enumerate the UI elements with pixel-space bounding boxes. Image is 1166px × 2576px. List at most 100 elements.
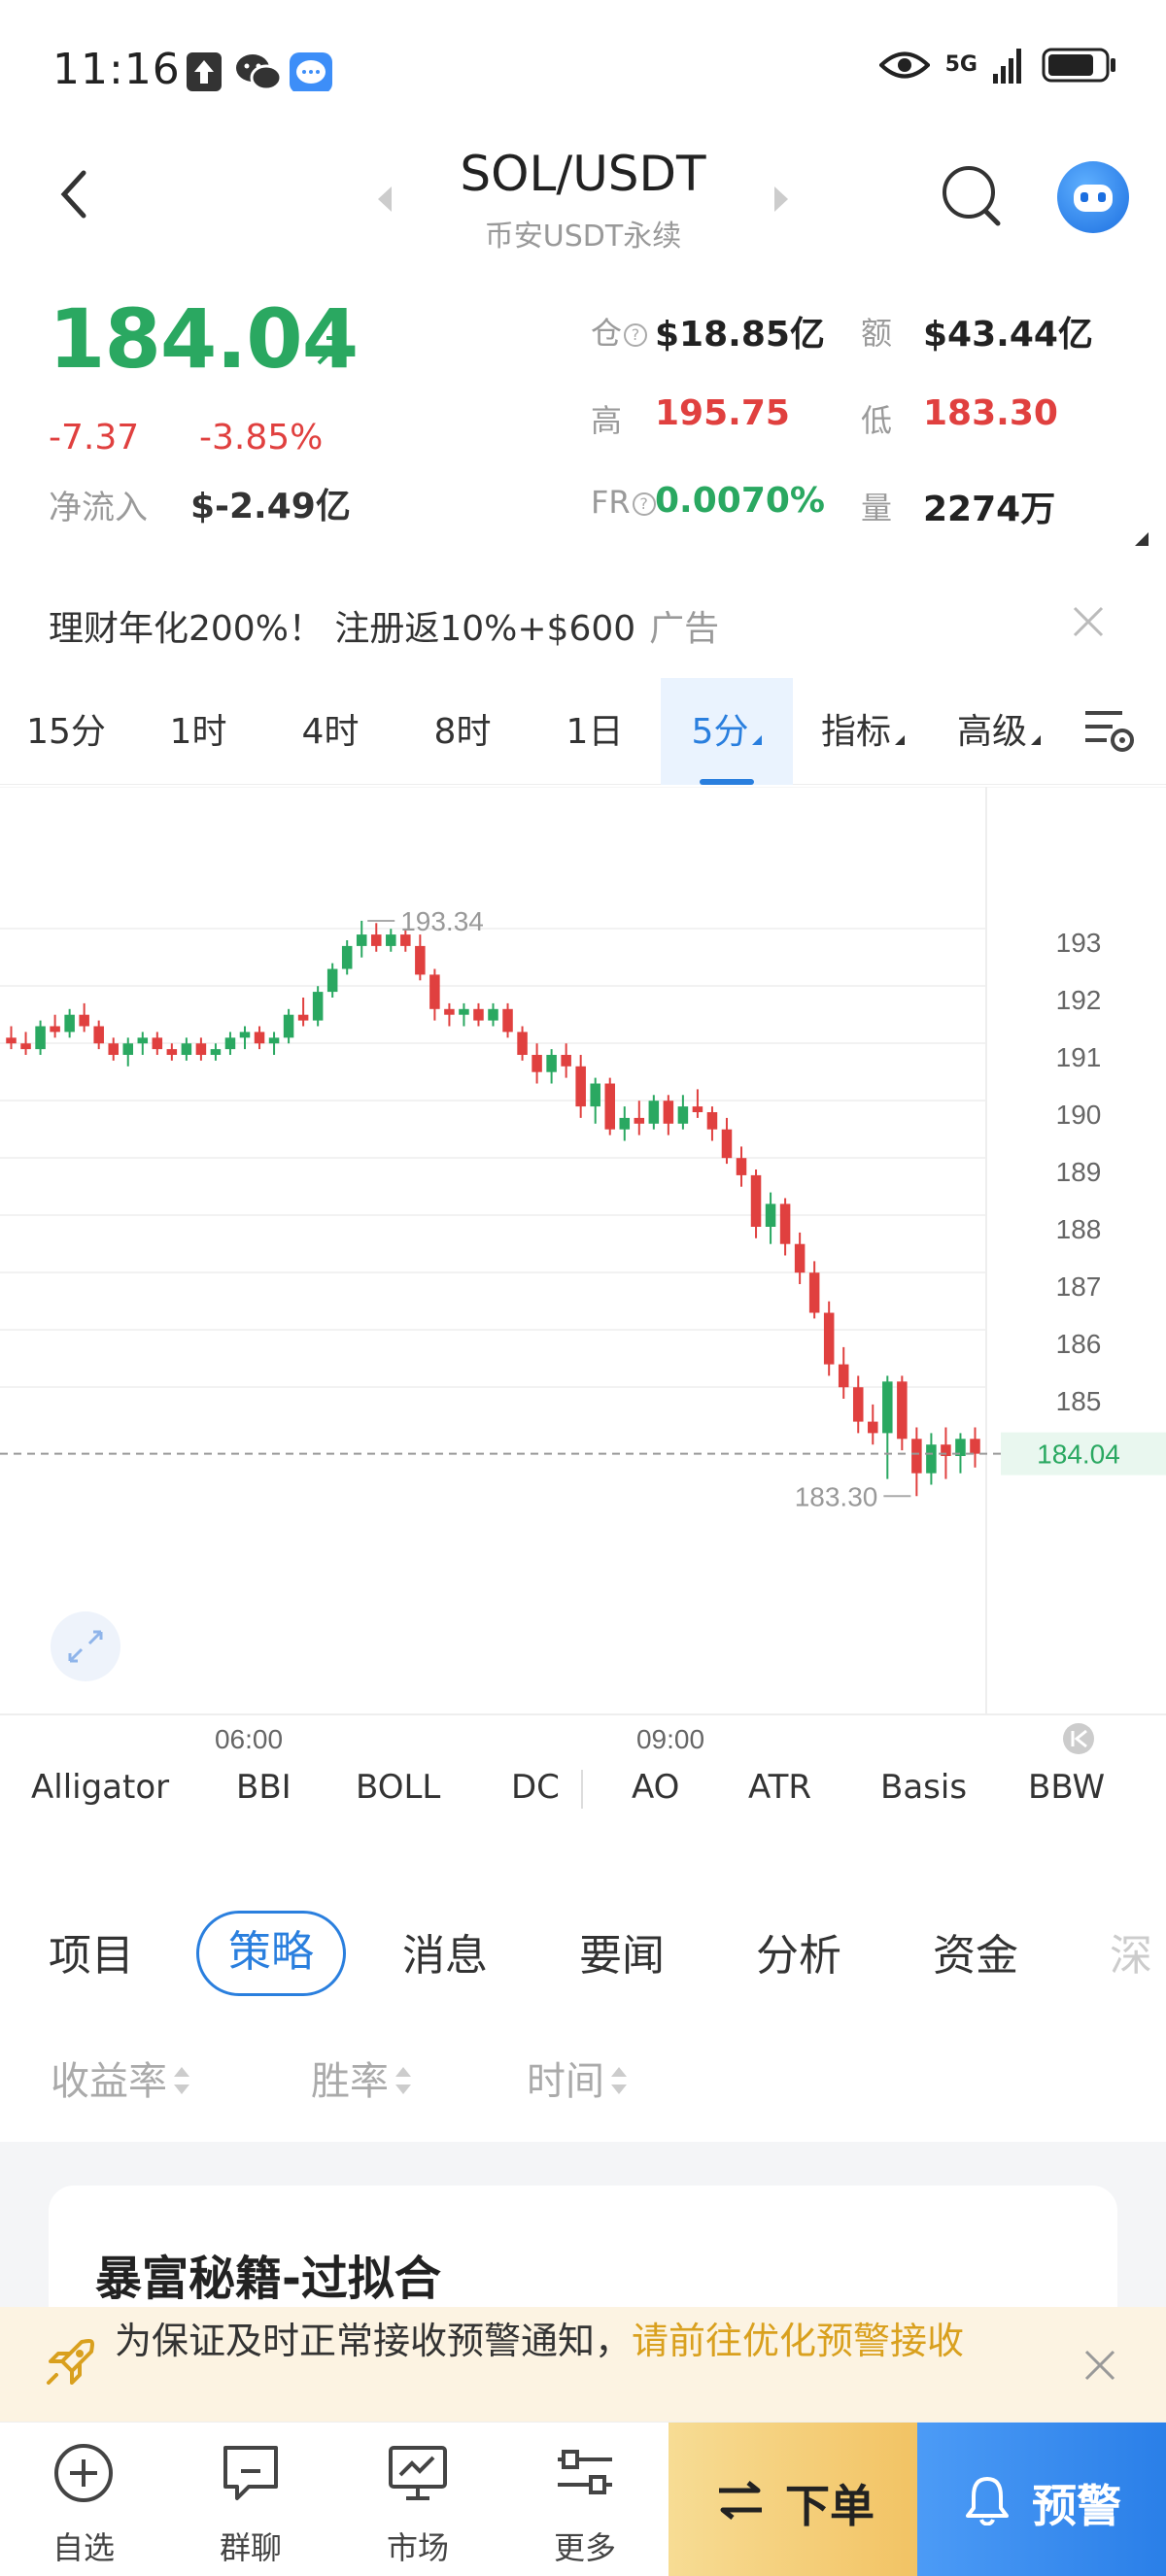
indicator-alligator[interactable]: Alligator [31,1768,170,1807]
candle-body [575,1066,586,1107]
candle-body [254,1032,265,1044]
next-pair-icon[interactable] [772,185,792,214]
tf-1h[interactable]: 1时 [169,712,227,752]
volume-label: 量 [861,490,893,526]
tf-15m[interactable]: 15分 [26,712,106,752]
candle-body [794,1243,806,1273]
sort-winrate-label: 胜率 [311,2059,389,2104]
volume-value: 2274万 [923,490,1056,529]
indicator-bbw[interactable]: BBW [1028,1768,1106,1807]
place-order-button[interactable]: 下单 [669,2423,917,2576]
low-label: 低 [861,402,893,439]
open-interest-value: $18.85亿 [655,315,825,355]
last-price: 184.04 [49,291,359,387]
chart-grid [0,787,1166,1715]
add-circle-icon [54,2444,113,2502]
y-tick-label: 185 [1056,1386,1102,1416]
more-settings-icon [558,2450,612,2494]
tab-project[interactable]: 项目 [49,1931,134,1981]
nav-chat[interactable]: 群聊 [167,2423,334,2576]
close-icon[interactable] [1069,602,1108,641]
net-inflow-value: $-2.49亿 [190,487,351,526]
candle-body [137,1037,149,1044]
search-icon[interactable] [940,163,1006,229]
y-tick-label: 190 [1056,1100,1102,1130]
candle-body [64,1014,75,1033]
signal-icon [993,49,1021,84]
chart-settings-icon[interactable] [1083,707,1138,756]
candle-body [239,1032,251,1038]
funding-rate-label[interactable]: FR? [591,484,656,521]
alert-notice[interactable]: 为保证及时正常接收预警通知，请前往优化预警接收 [0,2307,1166,2422]
notice-link[interactable]: 请前往优化预警接收 [632,2320,965,2362]
chat-icon [223,2446,278,2500]
close-icon[interactable] [1080,2346,1119,2385]
indicators-button[interactable]: 指标 [797,678,929,785]
low-marker-label: 183.30 [795,1481,878,1511]
wechat-icon [236,54,282,91]
y-tick-label: 189 [1056,1157,1102,1187]
market-chart-icon [389,2446,447,2500]
tab-news[interactable]: 要闻 [579,1931,665,1981]
candle-body [911,1439,922,1474]
candle-body [502,1008,513,1033]
indicator-bbi[interactable]: BBI [236,1768,292,1807]
tab-analysis[interactable]: 分析 [756,1931,841,1981]
tab-funds[interactable]: 资金 [933,1931,1018,1981]
candle-body [371,934,382,946]
expand-stats-icon[interactable] [1135,532,1149,546]
dropdown-corner-icon [1031,735,1041,745]
nav-more[interactable]: 更多 [501,2423,669,2576]
tf-5m-active[interactable]: 5分 [661,678,793,785]
header: SOL/USDT 币安USDT永续 [0,146,1166,262]
tf-1d[interactable]: 1日 [566,712,624,752]
candle-body [619,1117,631,1130]
y-tick-label: 187 [1056,1271,1102,1302]
open-interest-label[interactable]: 仓? [591,309,648,354]
candle-body [152,1037,163,1050]
tab-strategy-active[interactable]: 策略 [196,1911,346,1996]
assistant-avatar[interactable] [1057,161,1129,233]
funding-rate-value: 0.0070% [655,481,825,521]
status-right: 5G [878,47,1117,84]
indicator-basis[interactable]: Basis [880,1768,968,1807]
sort-time-label: 时间 [527,2059,604,2104]
sort-return-label: 收益率 [51,2059,167,2104]
candle-body [473,1008,484,1021]
x-tick-label: 06:00 [215,1724,283,1754]
candle-body [386,934,396,946]
sort-time[interactable]: 时间 [527,2050,628,2106]
candle-body [546,1055,557,1072]
tf-8h[interactable]: 8时 [433,712,492,752]
indicator-atr[interactable]: ATR [748,1768,812,1807]
candle-body [35,1026,46,1050]
prev-pair-icon[interactable] [374,185,394,214]
tab-depth[interactable]: 深 [1110,1931,1152,1981]
candle-body [312,992,324,1021]
candle-body [108,1043,119,1055]
ad-banner[interactable]: 理财年化200%！ 注册返10%+$600 广告 [49,600,719,651]
tab-messages[interactable]: 消息 [402,1931,488,1981]
notice-message: 为保证及时正常接收预警通知， [115,2320,633,2362]
candle-body [517,1032,528,1055]
sort-winrate[interactable]: 胜率 [311,2050,412,2106]
last-price-tag-bg [1001,1432,1166,1475]
indicator-boll[interactable]: BOLL [356,1768,441,1807]
indicator-ao[interactable]: AO [632,1768,680,1807]
nav-watchlist[interactable]: 自选 [0,2423,167,2576]
back-icon[interactable] [49,165,107,223]
candlestick-chart[interactable]: 193 192 191 190 189 188 187 186 185 06:00 09:00 193… [0,787,1166,1758]
candle-body [648,1101,660,1124]
indicator-dc[interactable]: DC [511,1768,560,1807]
sort-return[interactable]: 收益率 [51,2050,190,2106]
bell-icon [966,2477,1009,2525]
nav-market[interactable]: 市场 [334,2423,501,2576]
candle-body [459,1008,469,1015]
tf-active-label: 5分 [691,712,749,752]
notice-text: 为保证及时正常接收预警通知，请前往优化预警接收 [115,2315,1038,2367]
pair-title[interactable]: SOL/USDT [460,146,706,202]
advanced-button[interactable]: 高级 [933,678,1065,785]
price-alert-button[interactable]: 预警 [917,2423,1166,2576]
sort-bar: 收益率 胜率 时间 [0,2050,1166,2108]
tf-4h[interactable]: 4时 [301,712,360,752]
